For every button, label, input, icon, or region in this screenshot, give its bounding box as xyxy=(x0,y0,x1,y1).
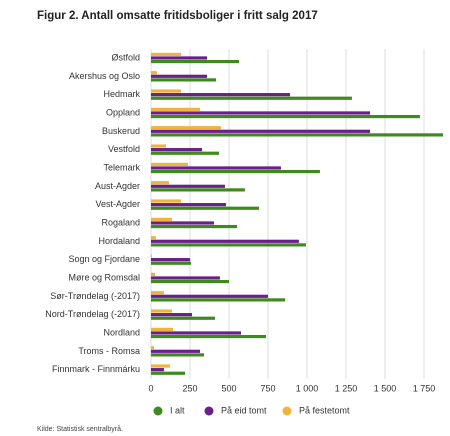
bar xyxy=(151,162,188,166)
chart-title: Figur 2. Antall omsatte fritidsboliger i… xyxy=(37,10,318,22)
x-tick-label: 1 000 xyxy=(296,383,319,393)
y-tick-label: Buskerud xyxy=(102,126,140,136)
bar xyxy=(151,89,181,93)
x-tick-label: 750 xyxy=(260,383,275,393)
bar xyxy=(151,272,156,276)
y-tick-label: Oppland xyxy=(106,108,140,118)
bar xyxy=(151,111,371,115)
legend-label: På festetomt xyxy=(299,405,350,415)
bar xyxy=(151,309,172,313)
bar xyxy=(151,166,281,170)
bar xyxy=(151,254,152,258)
bar xyxy=(151,52,181,56)
bar xyxy=(151,239,299,243)
source: Kilde: Statistisk sentralbyrå. xyxy=(37,425,123,433)
bar xyxy=(151,217,172,221)
bar xyxy=(151,331,242,335)
bar xyxy=(151,96,352,100)
bar xyxy=(151,236,156,240)
y-tick-label: Nord-Trøndelag (-2017) xyxy=(45,309,140,319)
bar xyxy=(151,368,164,372)
y-tick-label: Troms - Romsa xyxy=(78,346,140,356)
y-tick-label: Møre og Romsdal xyxy=(68,273,140,283)
legend-marker xyxy=(153,406,163,416)
bar xyxy=(151,279,229,284)
x-tick-label: 0 xyxy=(148,383,153,393)
bar xyxy=(151,144,166,148)
bar xyxy=(151,349,200,353)
y-tick-label: Østfold xyxy=(111,53,140,63)
bar xyxy=(151,78,217,82)
bar xyxy=(151,243,306,247)
bar xyxy=(151,107,200,111)
bar xyxy=(151,129,371,133)
y-tick-label: Vest-Agder xyxy=(95,199,140,209)
bar xyxy=(151,56,208,60)
bar xyxy=(151,298,286,302)
y-tick-label: Vestfold xyxy=(108,144,140,154)
bar xyxy=(151,188,245,192)
y-tick-label: Rogaland xyxy=(101,218,140,228)
y-tick-label: Hedmark xyxy=(103,89,140,99)
bar xyxy=(151,114,420,119)
bar xyxy=(151,93,290,97)
bar xyxy=(151,364,171,368)
y-tick-label: Nordland xyxy=(103,328,140,338)
bar xyxy=(151,261,191,265)
legend-marker xyxy=(204,406,214,416)
legend-label: På eid tomt xyxy=(221,405,267,415)
bar xyxy=(151,71,157,75)
y-tick-label: Hordaland xyxy=(98,236,140,246)
bar xyxy=(151,126,222,130)
bar xyxy=(151,327,173,331)
legend-label: I alt xyxy=(170,405,185,415)
y-tick-label: Akershus og Oslo xyxy=(69,71,140,81)
x-tick-label: 500 xyxy=(221,383,236,393)
bar xyxy=(151,151,220,155)
bar xyxy=(151,294,268,298)
bar xyxy=(151,313,193,317)
bar xyxy=(151,181,169,185)
y-tick-label: Aust-Agder xyxy=(95,181,140,191)
bar xyxy=(151,224,237,229)
legend-marker xyxy=(282,406,292,416)
bar xyxy=(151,334,266,339)
y-tick-label: Telemark xyxy=(103,163,140,173)
bar xyxy=(151,148,203,152)
x-tick-label: 250 xyxy=(182,383,197,393)
bar xyxy=(151,346,154,350)
bar xyxy=(151,221,215,225)
y-tick-label: Finnmark - Finnmárku xyxy=(52,364,140,374)
bar xyxy=(151,59,239,64)
x-tick-label: 1 750 xyxy=(413,383,436,393)
bar xyxy=(151,206,259,210)
x-tick-label: 1 250 xyxy=(335,383,358,393)
bar xyxy=(151,291,164,295)
bar xyxy=(151,371,186,375)
bar xyxy=(151,199,181,203)
bar xyxy=(151,258,190,262)
bar xyxy=(151,353,205,357)
bar xyxy=(151,74,208,78)
y-tick-label: Sør-Trøndelag (-2017) xyxy=(50,291,140,301)
bar xyxy=(151,316,215,320)
bar xyxy=(151,203,227,207)
bar xyxy=(151,133,444,137)
y-tick-label: Sogn og Fjordane xyxy=(68,254,140,264)
x-tick-label: 1 500 xyxy=(374,383,397,393)
bar xyxy=(151,184,225,188)
bar xyxy=(151,169,320,174)
bar xyxy=(151,276,220,280)
